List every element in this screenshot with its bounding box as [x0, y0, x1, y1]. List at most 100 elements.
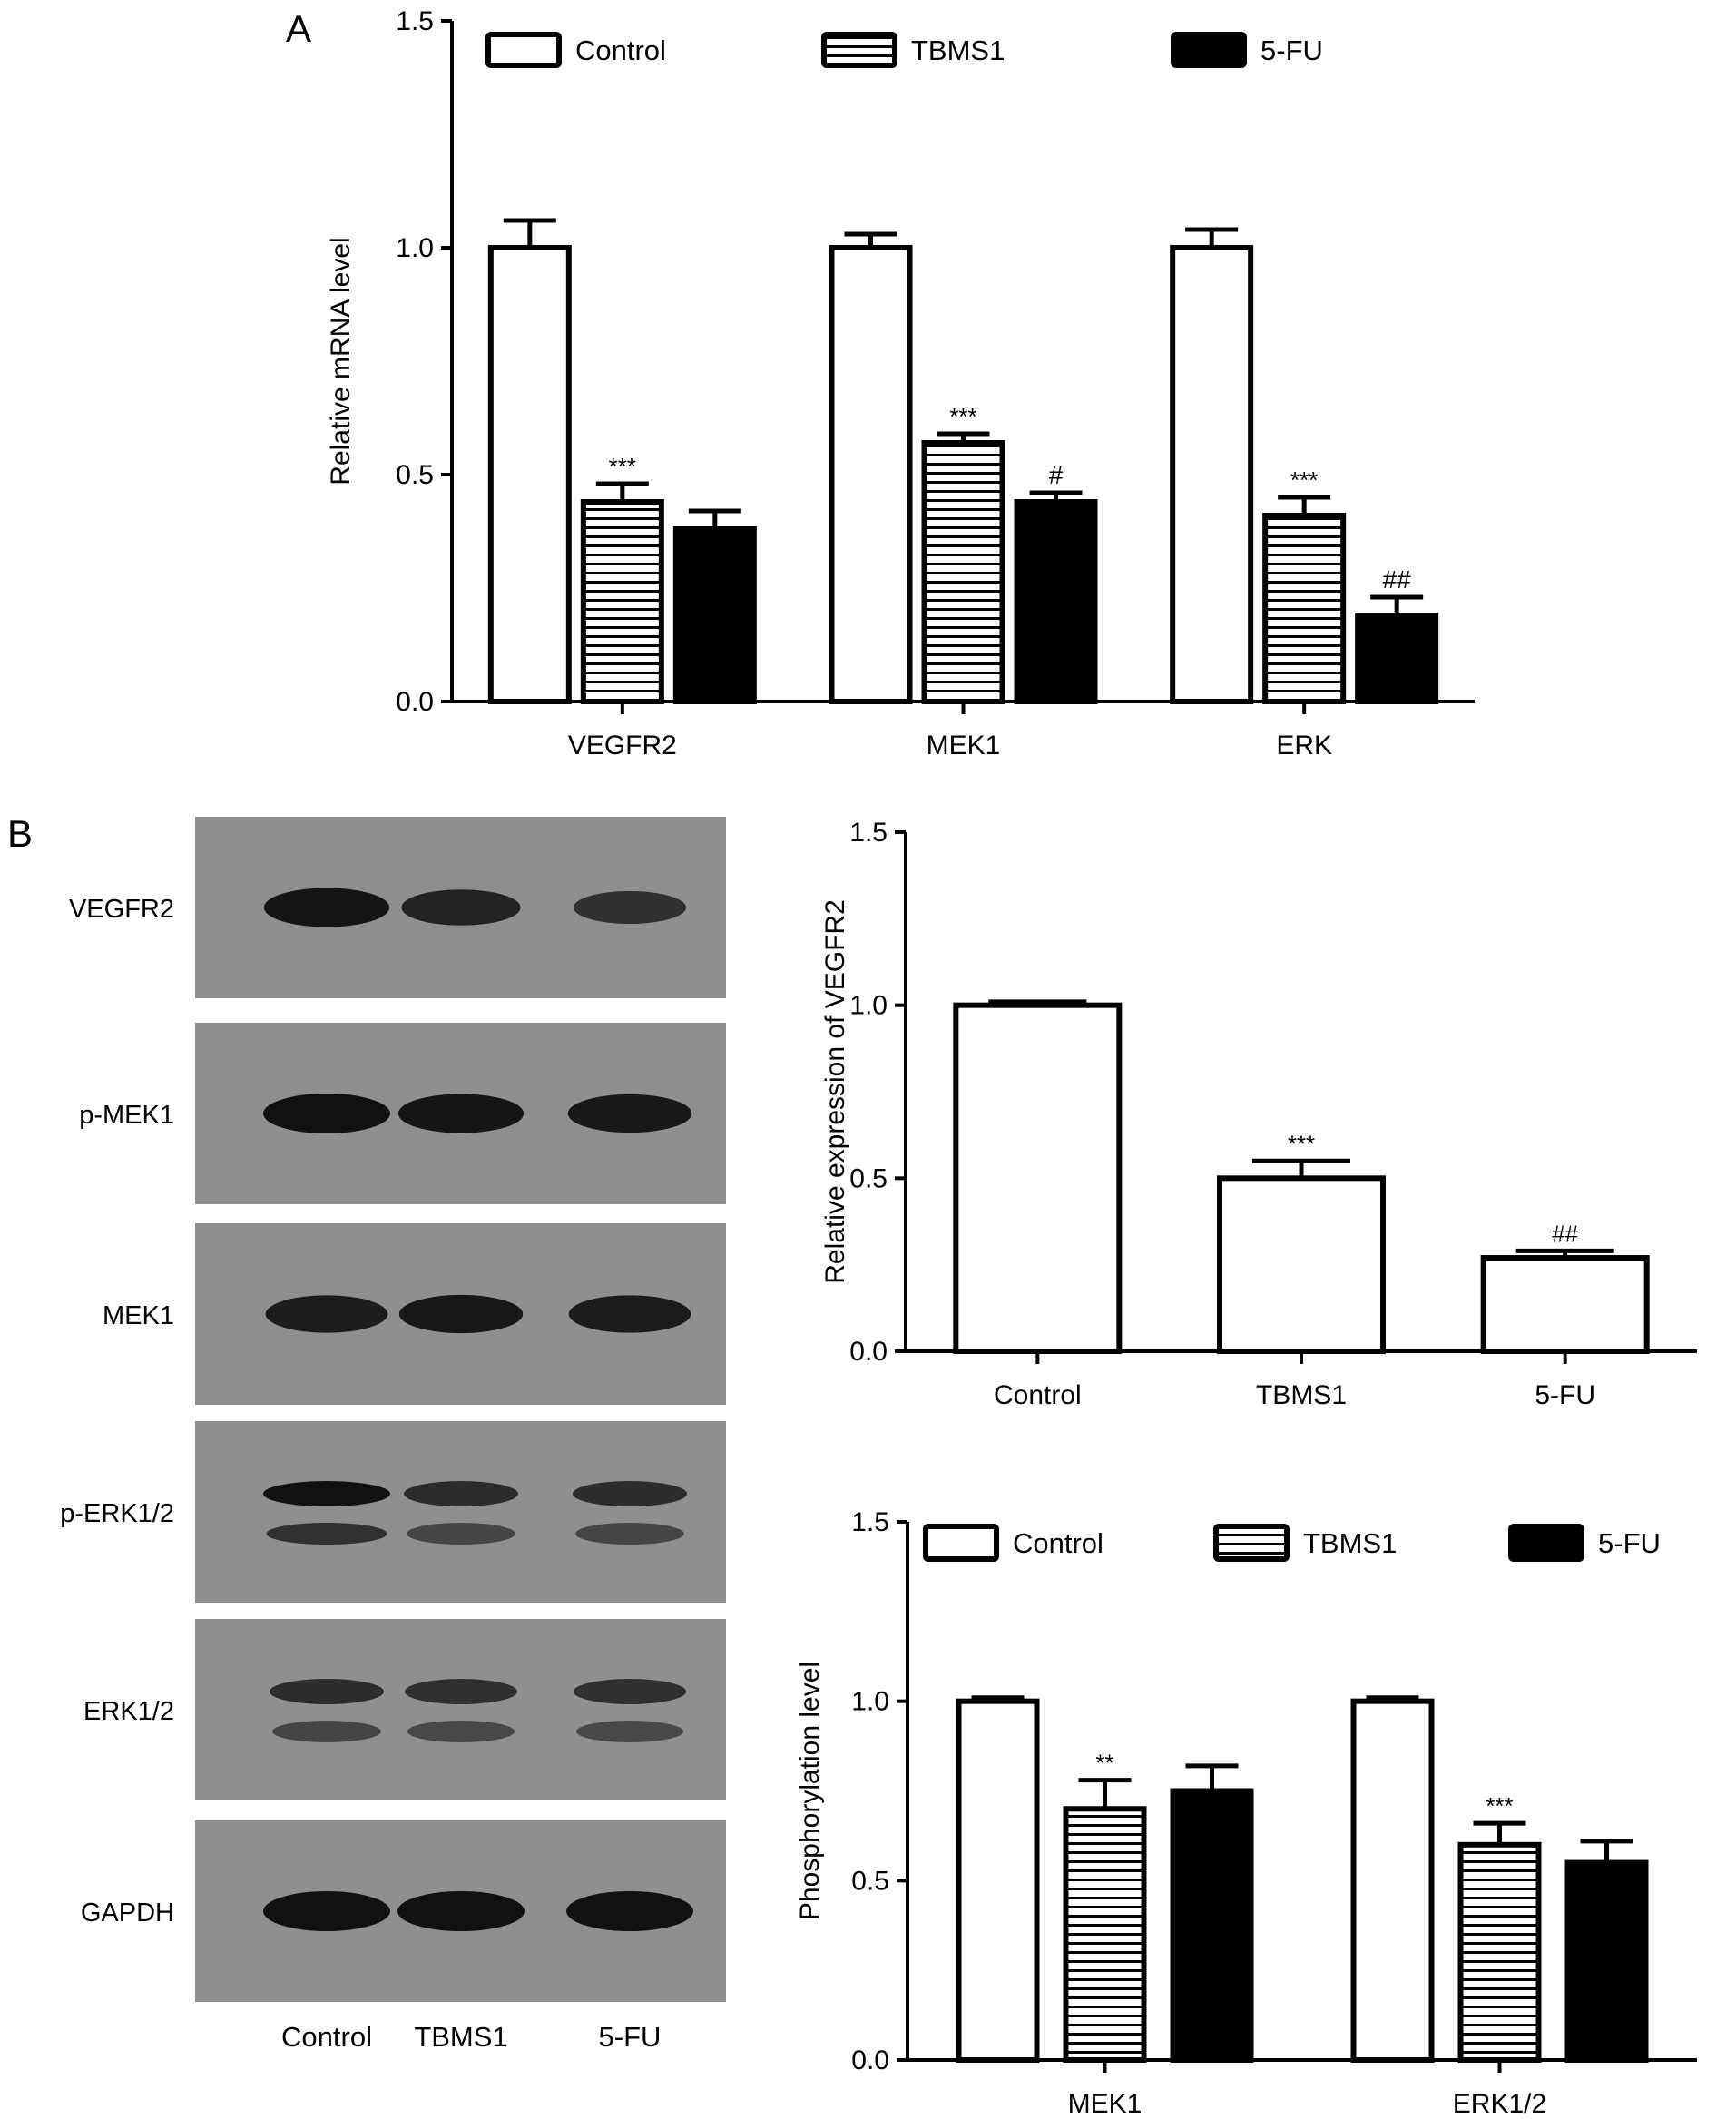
protein-band	[573, 1481, 687, 1506]
protein-band	[407, 1721, 515, 1742]
y-axis-label: Phosphorylation level	[795, 1662, 825, 1920]
legend-swatch	[485, 32, 562, 68]
protein-band	[263, 1094, 390, 1133]
legend-swatch	[923, 1524, 999, 1562]
legend-label: TBMS1	[911, 34, 1005, 66]
blot-strip	[195, 1619, 726, 1800]
bar	[953, 1002, 1123, 1355]
protein-band	[265, 1295, 388, 1333]
blot-lane-label: TBMS1	[414, 2021, 507, 2053]
legend-label: 5-FU	[1598, 1527, 1661, 1559]
legend-swatch	[1213, 1524, 1290, 1562]
bar	[829, 245, 913, 704]
bar	[1355, 613, 1439, 704]
protein-band	[404, 1481, 518, 1506]
bar	[1170, 1788, 1254, 2063]
bar	[921, 440, 1005, 704]
bar	[1217, 1175, 1386, 1355]
y-tick-label: 1.0	[849, 991, 888, 1021]
protein-band	[398, 1294, 524, 1334]
western-blot: VEGFR2 p-MEK1 MEK1 p-ERK1/2 ERK1/2 GAPDH Contr…	[60, 817, 726, 2053]
legend-label: Control	[1013, 1527, 1103, 1559]
x-tick-label: VEGFR2	[568, 731, 677, 760]
y-tick-label: 1.0	[396, 233, 434, 263]
bar	[1262, 513, 1347, 704]
chart-a-relative-mrna: 0.0 0.5 1.0 1.5 Relative mRNA level *** VEGFR2…	[326, 6, 1475, 760]
y-axis-label: Relative expression of VEGFR2	[820, 899, 850, 1284]
significance-mark: **	[1095, 1750, 1113, 1777]
bar	[1350, 1698, 1435, 2063]
protein-band	[266, 1523, 387, 1545]
x-tick-label: MEK1	[927, 731, 1001, 760]
legend-label: TBMS1	[1303, 1527, 1397, 1559]
blot-row-label: GAPDH	[81, 1898, 174, 1928]
legend-label: Control	[575, 34, 666, 66]
chart-b1-vegfr2-expression: 0.0 0.5 1.0 1.5 Relative expression of VEGFR…	[820, 818, 1697, 1410]
significance-mark: ***	[1288, 1130, 1315, 1157]
y-tick-label: 0.0	[851, 2045, 889, 2075]
protein-band	[566, 1891, 693, 1931]
bar	[956, 1698, 1040, 2063]
bar	[580, 499, 664, 704]
protein-band	[575, 1721, 684, 1742]
protein-band	[263, 1891, 390, 1931]
protein-band	[263, 888, 390, 927]
protein-band	[573, 1679, 687, 1704]
protein-band	[263, 1481, 390, 1506]
significance-mark: ***	[609, 453, 636, 480]
bar	[1063, 1806, 1147, 2063]
protein-band	[404, 1679, 518, 1704]
x-tick-label: ERK1/2	[1453, 2089, 1546, 2119]
protein-band	[270, 1679, 384, 1704]
bar	[1014, 499, 1098, 704]
significance-mark: ***	[949, 403, 976, 430]
bar	[1457, 1841, 1542, 2063]
y-tick-label: 1.5	[396, 6, 434, 36]
protein-band	[407, 1523, 515, 1545]
blot-lane-label: 5-FU	[599, 2021, 662, 2053]
legend-swatch	[1508, 1524, 1584, 1562]
x-tick-label: TBMS1	[1256, 1380, 1347, 1410]
blot-row-label: MEK1	[103, 1301, 174, 1330]
blot-strip	[195, 1421, 726, 1603]
protein-band	[573, 890, 687, 925]
y-tick-label: 1.5	[849, 818, 888, 848]
panel-b-label: B	[7, 812, 34, 855]
blot-row-label: VEGFR2	[69, 895, 174, 924]
y-tick-label: 0.0	[849, 1337, 888, 1367]
protein-band	[397, 1094, 525, 1133]
x-tick-label: MEK1	[1068, 2089, 1143, 2119]
protein-band	[567, 1094, 692, 1133]
y-tick-label: 0.0	[396, 687, 434, 717]
y-tick-label: 1.0	[851, 1687, 889, 1717]
y-tick-label: 0.5	[396, 460, 434, 490]
legend-swatch	[821, 32, 897, 68]
blot-row-label: p-ERK1/2	[60, 1499, 174, 1528]
x-tick-label: ERK	[1276, 731, 1332, 760]
legend-label: 5-FU	[1260, 34, 1323, 66]
blot-lane-label: Control	[281, 2021, 372, 2053]
blot-row-label: p-MEK1	[79, 1101, 174, 1130]
x-tick-label: 5-FU	[1535, 1380, 1595, 1410]
significance-mark: ***	[1486, 1792, 1513, 1820]
protein-band	[575, 1523, 684, 1545]
significance-mark: #	[1049, 461, 1064, 489]
y-tick-label: 0.5	[851, 1866, 889, 1896]
y-tick-label: 0.5	[849, 1163, 888, 1193]
y-axis-label: Relative mRNA level	[326, 237, 356, 485]
significance-mark: ***	[1290, 466, 1318, 494]
protein-band	[568, 1295, 691, 1333]
protein-band	[397, 1891, 525, 1931]
chart-b2-phosphorylation: 0.0 0.5 1.0 1.5 Phosphorylation level ** MEK1 *…	[795, 1507, 1697, 2119]
panel-a-label: A	[286, 7, 312, 50]
significance-mark: ##	[1383, 565, 1412, 594]
protein-band	[272, 1721, 381, 1742]
legend-swatch	[1171, 32, 1247, 68]
bar	[1170, 245, 1254, 704]
bar	[1480, 1255, 1650, 1355]
blot-row-label: ERK1/2	[83, 1697, 174, 1726]
y-tick-label: 1.5	[851, 1507, 889, 1537]
x-tick-label: Control	[994, 1380, 1082, 1410]
protein-band	[401, 889, 521, 926]
significance-mark: ##	[1552, 1220, 1578, 1247]
